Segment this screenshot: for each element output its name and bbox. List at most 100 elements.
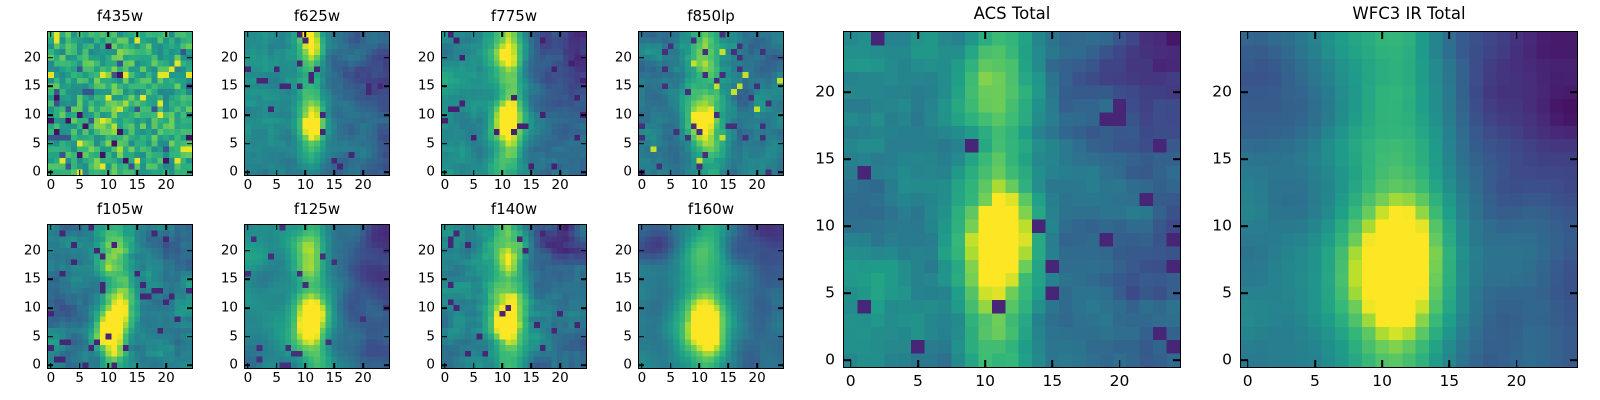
y-tick-label: 10 (614, 106, 632, 123)
x-tick-label: 0 (243, 177, 253, 193)
y-tick-mark (581, 278, 586, 281)
y-tick-label: 20 (815, 82, 835, 101)
y-tick-label: 0 (623, 356, 632, 373)
plot-area: 0 5 10 15 20 0 5 10 15 20 (615, 31, 784, 192)
y-tick-label: 10 (23, 106, 41, 123)
y-tick-mark (245, 364, 250, 366)
plot-area: 0 5 10 15 20 0 5 10 15 20 (221, 224, 390, 385)
y-tick-label: 5 (1222, 283, 1232, 302)
x-tick-mark (530, 170, 533, 175)
x-tick-mark (698, 32, 701, 37)
heatmap-image-f105w (48, 225, 192, 368)
x-tick-mark (275, 225, 278, 230)
panel-title: f125w (293, 200, 341, 218)
x-tick-label: 15 (1042, 372, 1063, 390)
x-tick-mark (78, 32, 81, 37)
x-tick-mark (669, 225, 672, 230)
y-tick-mark (639, 171, 644, 173)
y-tick-label: 0 (426, 163, 435, 180)
y-tick-label: 0 (229, 163, 238, 180)
x-tick-mark (559, 363, 561, 368)
x-tick-label: 0 (1242, 372, 1253, 390)
panel-title: f105w (96, 200, 144, 218)
panel-f125w: f125w 0 5 10 15 20 0 5 10 15 20 (221, 201, 390, 385)
y-tick-label: 5 (426, 134, 435, 151)
x-tick-label: 5 (912, 372, 923, 390)
plot-area: 0 5 10 15 20 0 5 10 15 20 (1212, 31, 1578, 389)
y-tick-label: 10 (614, 299, 632, 316)
y-tick-mark (384, 278, 389, 281)
y-tick-mark (48, 142, 53, 145)
x-tick-label: 5 (666, 177, 675, 193)
panel-acs-total: ACS Total 0 5 10 15 20 0 5 10 15 20 (815, 4, 1181, 389)
y-tick-mark (245, 278, 250, 281)
x-tick-label: 20 (551, 177, 569, 193)
x-tick-label: 20 (157, 370, 175, 386)
y-tick-mark (187, 142, 192, 145)
x-tick-label: 20 (551, 370, 569, 386)
x-tick-mark (1448, 360, 1451, 367)
x-tick-mark (917, 360, 919, 367)
panel-f105w: f105w 0 5 10 15 20 0 5 10 15 20 (24, 201, 193, 385)
y-tick-mark (778, 56, 783, 59)
x-tick-mark (247, 32, 249, 37)
x-tick-label: 10 (99, 370, 118, 386)
x-tick-mark (1118, 32, 1121, 39)
heatmap-image-f435w (48, 32, 192, 175)
x-tick-mark (107, 170, 110, 175)
y-tick-mark (581, 249, 586, 252)
y-tick-mark (1173, 91, 1180, 94)
y-tick-label: 10 (417, 299, 435, 316)
x-tick-mark (107, 225, 110, 230)
x-tick-mark (136, 32, 139, 37)
panel-f850lp: f850lp 0 5 10 15 20 0 5 10 15 20 (615, 8, 784, 192)
x-tick-label: 5 (272, 370, 281, 386)
x-tick-mark (472, 363, 475, 368)
x-tick-mark (756, 225, 758, 230)
y-tick-mark (48, 56, 53, 59)
y-tick-label: 10 (220, 299, 238, 316)
y-tick-mark (1173, 158, 1180, 161)
y-tick-mark (778, 171, 783, 173)
y-tick-label: 0 (1222, 350, 1232, 369)
x-tick-mark (444, 32, 446, 37)
heatmap-image-f775w (442, 32, 586, 175)
y-tick-label: 5 (32, 134, 41, 151)
x-tick-mark (333, 32, 336, 37)
y-tick-mark (442, 364, 447, 366)
x-tick-mark (559, 32, 561, 37)
x-tick-mark (1381, 32, 1383, 39)
panel-title: f850lp (687, 7, 735, 25)
y-tick-mark (245, 56, 250, 59)
x-tick-mark (275, 170, 278, 175)
y-tick-mark (639, 56, 644, 59)
y-tick-mark (48, 114, 53, 116)
x-tick-label: 5 (666, 370, 675, 386)
y-tick-label: 20 (23, 48, 41, 65)
panel-title: WFC3 IR Total (1352, 4, 1466, 23)
x-tick-label: 15 (128, 370, 146, 386)
x-tick-mark (362, 225, 364, 230)
y-tick-label: 15 (220, 270, 238, 287)
y-tick-mark (581, 56, 586, 59)
y-tick-mark (384, 335, 389, 338)
x-tick-mark (641, 225, 643, 230)
y-tick-label: 20 (417, 48, 435, 65)
y-tick-label: 15 (614, 77, 632, 94)
y-tick-mark (778, 335, 783, 338)
y-tick-mark (778, 249, 783, 252)
x-tick-mark (559, 170, 561, 175)
x-tick-label: 10 (690, 370, 709, 386)
y-tick-mark (187, 114, 192, 116)
x-tick-mark (247, 225, 249, 230)
y-tick-label: 15 (23, 270, 41, 287)
x-tick-mark (78, 363, 81, 368)
y-tick-mark (384, 171, 389, 173)
x-tick-mark (501, 363, 504, 368)
x-tick-mark (501, 170, 504, 175)
x-tick-mark (1515, 360, 1518, 367)
x-tick-mark (1051, 32, 1054, 39)
y-tick-mark (581, 335, 586, 338)
panel-wfc3-ir-total: WFC3 IR Total 0 5 10 15 20 0 5 10 15 20 (1212, 4, 1578, 389)
x-tick-label: 20 (354, 370, 372, 386)
